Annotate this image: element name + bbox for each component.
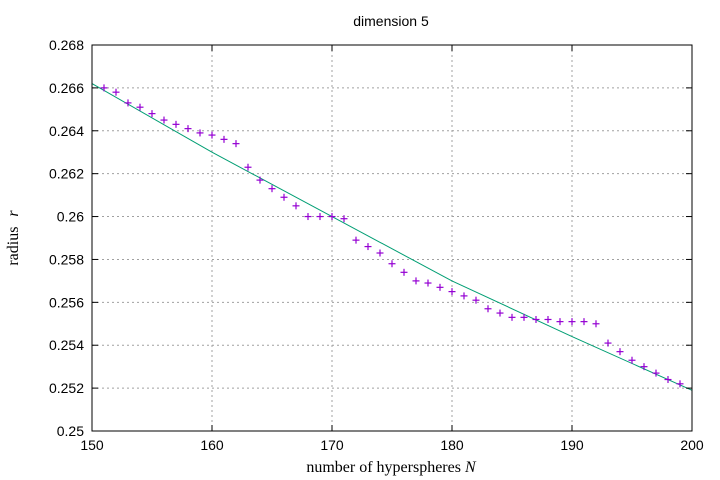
data-point xyxy=(556,318,564,326)
data-point xyxy=(652,369,660,377)
data-point xyxy=(136,103,144,111)
data-point xyxy=(448,288,456,296)
data-point xyxy=(592,320,600,328)
data-point xyxy=(112,88,120,96)
x-tick-label: 160 xyxy=(200,437,224,453)
data-point xyxy=(292,202,300,210)
data-point xyxy=(328,213,336,221)
data-point xyxy=(304,213,312,221)
data-point xyxy=(508,313,516,321)
data-point xyxy=(232,140,240,148)
chart-title: dimension 5 xyxy=(353,13,429,29)
y-axis-label: radius xyxy=(5,227,22,266)
data-point xyxy=(184,125,192,133)
data-point xyxy=(472,296,480,304)
data-point xyxy=(268,185,276,193)
x-tick-label: 150 xyxy=(80,437,104,453)
data-point xyxy=(376,249,384,257)
y-tick-label: 0.268 xyxy=(49,37,84,53)
x-axis-title: number of hyperspheres N xyxy=(306,459,477,476)
data-point xyxy=(664,376,672,384)
x-tick-label: 170 xyxy=(320,437,344,453)
data-point xyxy=(568,318,576,326)
data-point xyxy=(640,363,648,371)
y-axis: 0.25 0.252 0.254 0.256 0.258 0.26 0.262 0.264 0.… xyxy=(49,37,692,439)
y-tick-label: 0.258 xyxy=(49,251,84,267)
data-point xyxy=(532,315,540,323)
y-tick-label: 0.266 xyxy=(49,80,84,96)
y-axis-variable: r xyxy=(5,210,22,217)
data-points-layer xyxy=(100,84,684,388)
data-point xyxy=(124,99,132,107)
data-point xyxy=(220,135,228,143)
fit-line-layer xyxy=(91,83,693,391)
data-point xyxy=(160,116,168,124)
data-point xyxy=(208,131,216,139)
data-point xyxy=(436,283,444,291)
data-point xyxy=(544,315,552,323)
data-point xyxy=(340,215,348,223)
y-tick-label: 0.262 xyxy=(49,166,84,182)
data-point xyxy=(676,380,684,388)
fit-line xyxy=(91,83,693,391)
y-tick-label: 0.264 xyxy=(49,123,84,139)
data-point xyxy=(172,120,180,128)
data-point xyxy=(244,163,252,171)
data-point xyxy=(148,110,156,118)
x-tick-label: 190 xyxy=(560,437,584,453)
data-point xyxy=(196,129,204,137)
data-point xyxy=(352,236,360,244)
x-tick-label: 200 xyxy=(680,437,704,453)
data-point xyxy=(412,277,420,285)
x-axis-variable: N xyxy=(464,459,477,476)
data-point xyxy=(460,292,468,300)
data-point xyxy=(496,309,504,317)
y-tick-label: 0.252 xyxy=(49,380,84,396)
data-point xyxy=(484,305,492,313)
data-point xyxy=(628,356,636,364)
data-point xyxy=(400,268,408,276)
data-point xyxy=(100,84,108,92)
y-axis-title: radius r xyxy=(5,210,22,266)
x-tick-label: 180 xyxy=(440,437,464,453)
data-point xyxy=(256,176,264,184)
data-point xyxy=(280,193,288,201)
data-point xyxy=(604,339,612,347)
data-point xyxy=(616,348,624,356)
plot-frame xyxy=(91,44,693,432)
y-tick-label: 0.26 xyxy=(57,209,84,225)
data-point xyxy=(580,318,588,326)
grid xyxy=(92,45,692,431)
y-tick-label: 0.25 xyxy=(57,423,84,439)
x-axis: 150 160 170 180 190 200 xyxy=(80,45,704,453)
data-point xyxy=(364,243,372,251)
data-point xyxy=(388,260,396,268)
y-tick-label: 0.256 xyxy=(49,294,84,310)
data-point xyxy=(424,279,432,287)
y-tick-label: 0.254 xyxy=(49,337,84,353)
data-point xyxy=(316,213,324,221)
x-axis-label: number of hyperspheres xyxy=(306,459,461,476)
data-point xyxy=(520,313,528,321)
